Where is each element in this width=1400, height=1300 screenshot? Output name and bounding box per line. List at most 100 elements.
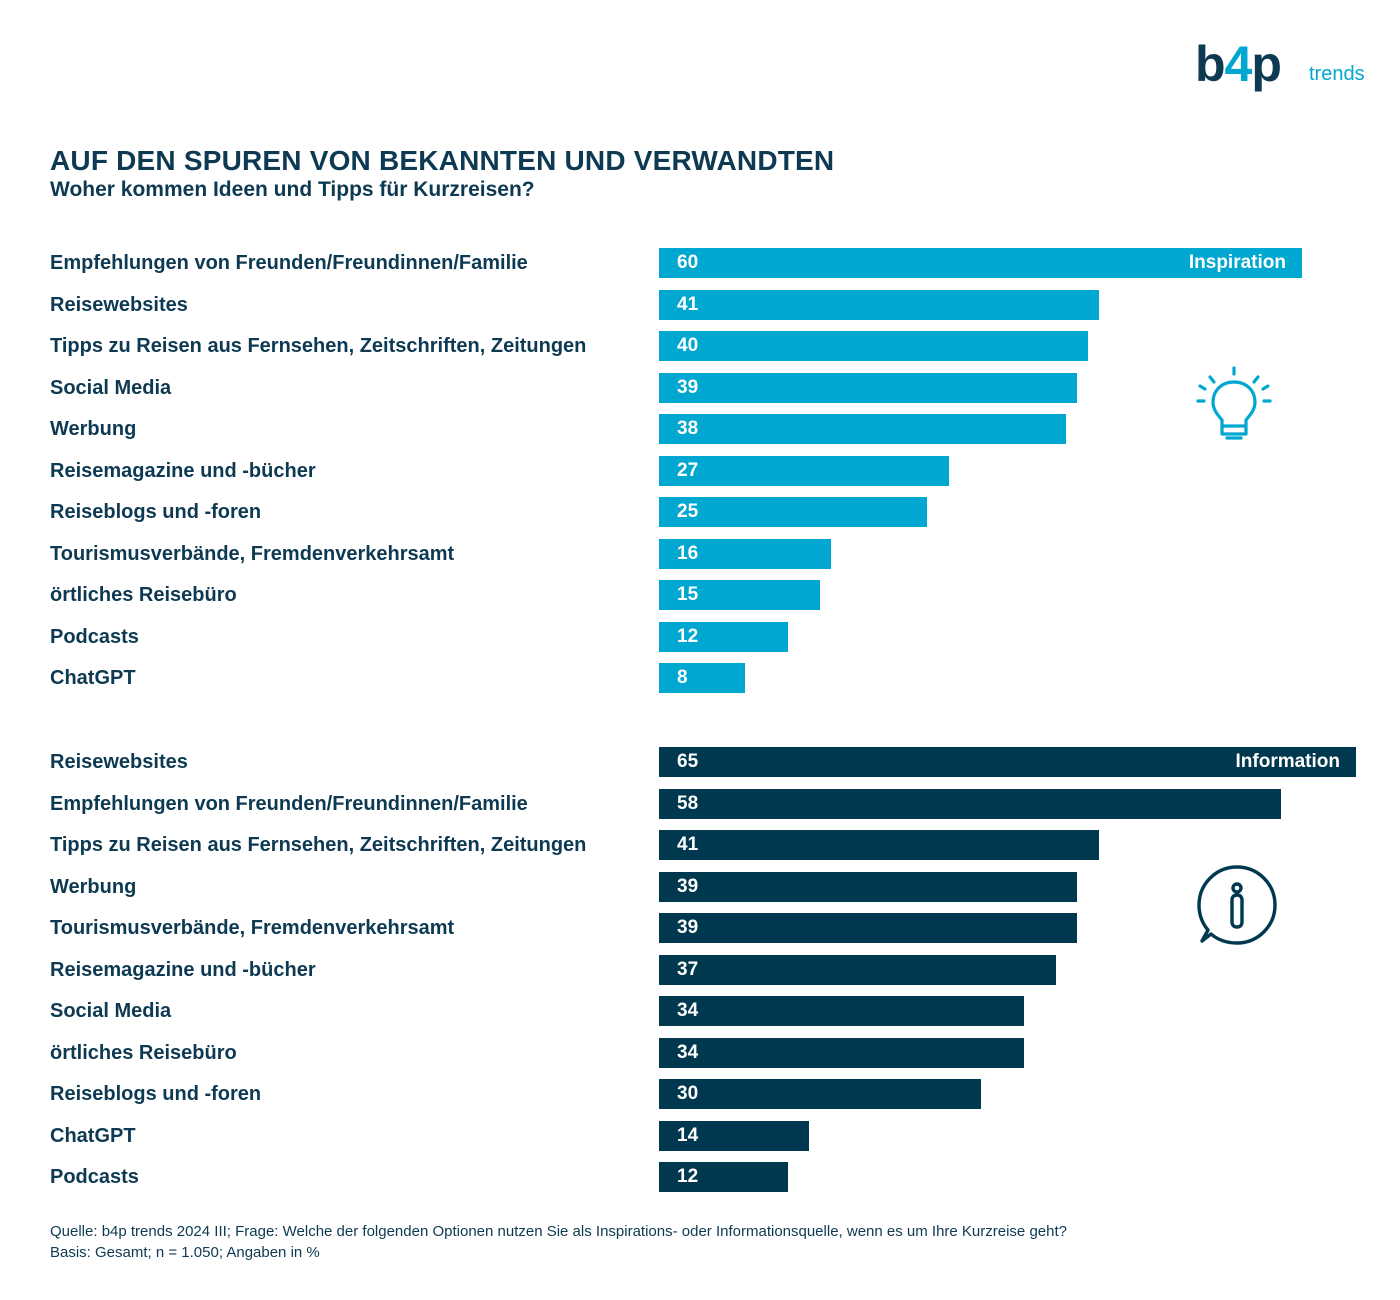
inspiration-bar [659, 373, 1077, 403]
information-value-label: 39 [677, 917, 699, 938]
information-row: örtliches Reisebüro 34 [0, 1038, 1400, 1068]
information-value-label: 14 [677, 1125, 699, 1146]
information-row: Tipps zu Reisen aus Fernsehen, Zeitschri… [0, 830, 1400, 860]
inspiration-row: Empfehlungen von Freunden/Freundinnen/Fa… [0, 248, 1400, 278]
information-category-label: örtliches Reisebüro [50, 1042, 237, 1064]
information-value-label: 34 [677, 1000, 699, 1021]
inspiration-row: örtliches Reisebüro 15 [0, 580, 1400, 610]
inspiration-row: Podcasts 12 [0, 622, 1400, 652]
logo-letter-p: p [1251, 36, 1282, 92]
inspiration-bar [659, 497, 927, 527]
page-title: AUF DEN SPUREN VON BEKANNTEN UND VERWAND… [50, 145, 835, 176]
information-bar [659, 1162, 788, 1192]
information-category-label: Podcasts [50, 1166, 139, 1188]
inspiration-value-label: 40 [677, 335, 699, 356]
information-bar [659, 913, 1077, 943]
information-category-label: Tourismusverbände, Fremdenverkehrsamt [50, 917, 455, 939]
information-bar [659, 1121, 809, 1151]
information-series-title: Information [1235, 751, 1341, 772]
logo-wordmark: b4p [1195, 36, 1282, 92]
inspiration-bar [659, 580, 820, 610]
inspiration-value-label: 8 [677, 667, 688, 688]
information-category-label: Reisewebsites [50, 751, 188, 773]
information-category-label: Social Media [50, 1000, 172, 1022]
chart-footer: Quelle: b4p trends 2024 III; Frage: Welc… [50, 1221, 1067, 1263]
inspiration-value-label: 60 [677, 252, 699, 273]
inspiration-row: Tipps zu Reisen aus Fernsehen, Zeitschri… [0, 331, 1400, 361]
information-bar [659, 955, 1056, 985]
inspiration-bar [659, 622, 788, 652]
information-row: Werbung 39 [0, 872, 1400, 902]
information-category-label: Werbung [50, 876, 137, 898]
inspiration-value-label: 27 [677, 460, 699, 481]
logo-letter-b: b [1195, 36, 1226, 92]
inspiration-bar [659, 539, 831, 569]
information-value-label: 37 [677, 959, 699, 980]
information-category-label: Tipps zu Reisen aus Fernsehen, Zeitschri… [50, 834, 587, 856]
inspiration-category-label: Tipps zu Reisen aus Fernsehen, Zeitschri… [50, 335, 587, 357]
inspiration-category-label: Tourismusverbände, Fremdenverkehrsamt [50, 543, 455, 565]
inspiration-row: Werbung 38 [0, 414, 1400, 444]
information-bar [659, 996, 1024, 1026]
inspiration-category-label: Reiseblogs und -foren [50, 501, 262, 523]
inspiration-bar [659, 331, 1088, 361]
inspiration-category-label: Empfehlungen von Freunden/Freundinnen/Fa… [50, 252, 528, 274]
inspiration-value-label: 41 [677, 294, 699, 315]
inspiration-row: Reisemagazine und -bücher 27 [0, 456, 1400, 486]
information-row: Podcasts 12 [0, 1162, 1400, 1192]
inspiration-category-label: örtliches Reisebüro [50, 584, 237, 606]
page-subtitle: Woher kommen Ideen und Tipps für Kurzrei… [50, 178, 535, 201]
information-bar [659, 1038, 1024, 1068]
inspiration-value-label: 12 [677, 626, 699, 647]
information-category-label: Reisemagazine und -bücher [50, 959, 316, 981]
information-value-label: 12 [677, 1166, 699, 1187]
inspiration-bar [659, 663, 745, 693]
inspiration-category-label: Reisemagazine und -bücher [50, 460, 316, 482]
inspiration-value-label: 38 [677, 418, 699, 439]
information-chart: Reisewebsites 65 Information Empfehlungen v… [0, 747, 1400, 1197]
information-bar [659, 1079, 981, 1109]
information-row: ChatGPT 14 [0, 1121, 1400, 1151]
inspiration-value-label: 25 [677, 501, 699, 522]
information-value-label: 41 [677, 834, 699, 855]
information-value-label: 30 [677, 1083, 699, 1104]
information-bar [659, 872, 1077, 902]
information-bar [659, 789, 1281, 819]
basis-note: Basis: Gesamt; n = 1.050; Angaben in % [50, 1244, 320, 1261]
info-bubble-icon [1197, 865, 1277, 945]
logo-digit-4: 4 [1224, 36, 1253, 92]
inspiration-row: Social Media 39 [0, 373, 1400, 403]
inspiration-row: Reiseblogs und -foren 25 [0, 497, 1400, 527]
information-row: Reiseblogs und -foren 30 [0, 1079, 1400, 1109]
inspiration-row: Reisewebsites 41 [0, 290, 1400, 320]
inspiration-category-label: Reisewebsites [50, 294, 188, 316]
inspiration-category-label: Podcasts [50, 626, 139, 648]
information-row: Tourismusverbände, Fremdenverkehrsamt 39 [0, 913, 1400, 943]
information-category-label: Reiseblogs und -foren [50, 1083, 262, 1105]
inspiration-series-title: Inspiration [1188, 252, 1286, 273]
information-value-label: 65 [677, 751, 699, 772]
logo-subtitle: trends [1309, 63, 1365, 85]
inspiration-bar [659, 456, 949, 486]
inspiration-category-label: Social Media [50, 377, 172, 399]
inspiration-bar [659, 414, 1066, 444]
source-note: Quelle: b4p trends 2024 III; Frage: Welc… [50, 1223, 1067, 1240]
information-value-label: 39 [677, 876, 699, 897]
information-category-label: ChatGPT [50, 1125, 136, 1147]
information-row: Social Media 34 [0, 996, 1400, 1026]
information-value-label: 34 [677, 1042, 699, 1063]
inspiration-bar [659, 290, 1099, 320]
information-category-label: Empfehlungen von Freunden/Freundinnen/Fa… [50, 793, 528, 815]
inspiration-row: Tourismusverbände, Fremdenverkehrsamt 16 [0, 539, 1400, 569]
inspiration-category-label: Werbung [50, 418, 137, 440]
information-bar [659, 830, 1099, 860]
inspiration-category-label: ChatGPT [50, 667, 136, 689]
information-row: Reisewebsites 65 Information [0, 747, 1400, 777]
inspiration-value-label: 39 [677, 377, 699, 398]
information-value-label: 58 [677, 793, 699, 814]
inspiration-row: ChatGPT 8 [0, 663, 1400, 693]
inspiration-bar [659, 248, 1302, 278]
information-row: Reisemagazine und -bücher 37 [0, 955, 1400, 985]
inspiration-value-label: 15 [677, 584, 699, 605]
information-bar [659, 747, 1356, 777]
